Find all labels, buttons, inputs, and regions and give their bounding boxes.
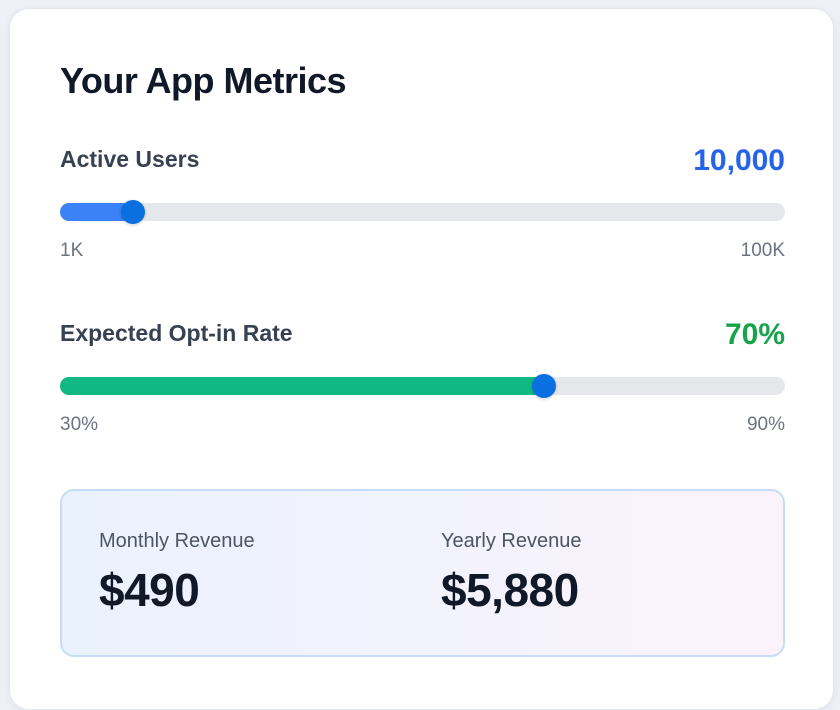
opt-in-rate-min-label: 30% bbox=[60, 414, 99, 435]
opt-in-rate-slider[interactable] bbox=[60, 374, 785, 398]
opt-in-rate-value: 70% bbox=[724, 318, 785, 351]
monthly-revenue-label: Monthly Revenue bbox=[99, 530, 255, 552]
revenue-summary: Monthly Revenue $490 Yearly Revenue $5,8… bbox=[60, 489, 785, 657]
card-title: Your App Metrics bbox=[60, 60, 347, 101]
opt-in-rate-metric: Expected Opt-in Rate 70% 30% 90% bbox=[60, 318, 785, 438]
active-users-slider-thumb[interactable] bbox=[120, 200, 145, 224]
opt-in-rate-slider-fill bbox=[60, 377, 544, 395]
active-users-min-label: 1K bbox=[60, 240, 84, 261]
yearly-revenue-value: $5,880 bbox=[441, 564, 579, 616]
yearly-revenue-label: Yearly Revenue bbox=[441, 530, 582, 552]
yearly-revenue: Yearly Revenue $5,880 bbox=[441, 529, 581, 617]
metrics-card: Your App Metrics Active Users 10,000 1K … bbox=[9, 8, 834, 710]
opt-in-rate-max-label: 90% bbox=[746, 414, 785, 435]
active-users-slider[interactable] bbox=[60, 200, 785, 224]
active-users-max-label: 100K bbox=[740, 240, 785, 261]
active-users-label: Active Users bbox=[60, 146, 200, 172]
active-users-metric: Active Users 10,000 1K 100K bbox=[60, 144, 785, 264]
monthly-revenue-value: $490 bbox=[99, 564, 200, 616]
active-users-value: 10,000 bbox=[693, 144, 785, 177]
opt-in-rate-label: Expected Opt-in Rate bbox=[60, 320, 293, 346]
monthly-revenue: Monthly Revenue $490 bbox=[99, 529, 255, 617]
opt-in-rate-slider-thumb[interactable] bbox=[531, 374, 556, 398]
active-users-slider-fill bbox=[60, 203, 133, 221]
